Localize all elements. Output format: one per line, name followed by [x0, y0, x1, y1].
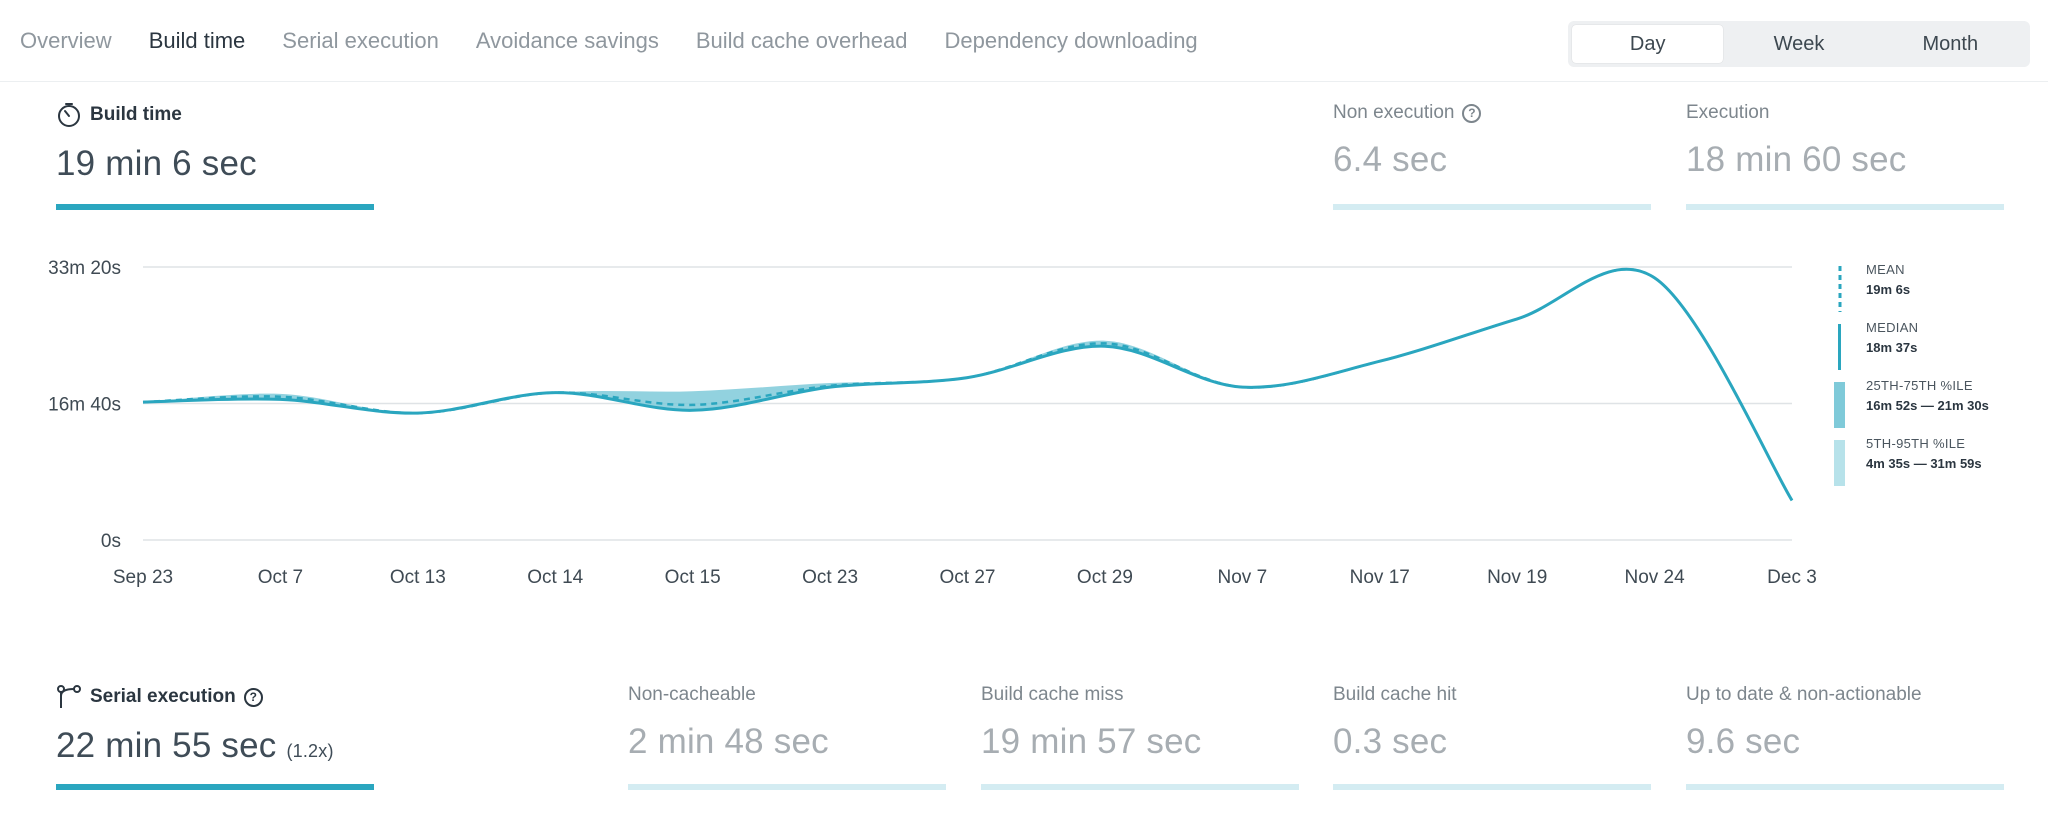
x-tick-label: Nov 7	[1218, 567, 1268, 588]
cache-miss-label: Build cache miss	[981, 684, 1124, 705]
cache-miss-metric[interactable]: Build cache miss 19 min 57 sec	[981, 684, 1299, 790]
period-week-button[interactable]: Week	[1773, 32, 1825, 55]
legend-median-label: MEDIAN	[1866, 320, 1919, 335]
help-icon[interactable]: ?	[243, 687, 263, 707]
x-tick-label: Nov 17	[1350, 567, 1410, 588]
legend-p5-95: 5TH-95TH %ILE 4m 35s — 31m 59s	[1834, 436, 1989, 494]
legend-mean-value: 19m 6s	[1866, 282, 1911, 297]
tab-serial-execution[interactable]: Serial execution	[282, 28, 439, 53]
cache-miss-underline	[981, 784, 1299, 790]
mean-swatch	[1838, 266, 1842, 312]
non-execution-underline	[1333, 204, 1651, 210]
x-tick-label: Oct 15	[665, 567, 721, 588]
build-time-underline	[56, 204, 374, 210]
iqr-swatch	[1834, 382, 1845, 428]
x-tick-label: Oct 27	[940, 567, 996, 588]
execution-label: Execution	[1686, 102, 1770, 123]
serial-execution-metric[interactable]: Serial execution ? 22 min 55 sec (1.2x)	[56, 684, 374, 790]
legend-mean-label: MEAN	[1866, 262, 1905, 277]
non-cacheable-value: 2 min 48 sec	[628, 722, 829, 761]
help-icon[interactable]: ?	[1462, 103, 1482, 123]
serial-execution-label: Serial execution	[90, 686, 236, 707]
x-tick-label: Dec 3	[1767, 567, 1817, 588]
tab-dependency-downloading[interactable]: Dependency downloading	[944, 28, 1198, 53]
serial-execution-multiplier: (1.2x)	[286, 741, 334, 761]
tab-build-cache-overhead[interactable]: Build cache overhead	[695, 28, 908, 53]
x-tick-label: Oct 29	[1077, 567, 1133, 588]
cache-hit-metric[interactable]: Build cache hit 0.3 sec	[1333, 684, 1651, 790]
up-to-date-metric[interactable]: Up to date & non-actionable 9.6 sec	[1686, 684, 2004, 790]
legend-median: MEDIAN 18m 37s	[1838, 320, 1989, 378]
non-cacheable-underline	[628, 784, 946, 790]
tab-overview[interactable]: Overview	[20, 28, 112, 53]
legend-median-value: 18m 37s	[1866, 340, 1918, 355]
up-to-date-underline	[1686, 784, 2004, 790]
data-points	[142, 277, 1793, 501]
x-tick-label: Oct 7	[258, 567, 303, 588]
x-tick-label: Oct 14	[527, 567, 583, 588]
execution-underline	[1686, 204, 2004, 210]
chart-grid	[143, 266, 1792, 541]
build-time-value: 19 min 6 sec	[56, 144, 257, 183]
top-bar: Overview Build time Serial execution Avo…	[0, 0, 2048, 82]
y-tick-label: 33m 20s	[48, 258, 121, 279]
non-execution-value: 6.4 sec	[1333, 140, 1448, 179]
non-execution-metric[interactable]: Non execution ? 6.4 sec	[1333, 102, 1651, 210]
dashboard-tabs: Overview Build time Serial execution Avo…	[20, 28, 1198, 54]
build-time-metric[interactable]: Build time 19 min 6 sec	[56, 102, 374, 210]
stopwatch-icon	[56, 102, 82, 128]
non-cacheable-metric[interactable]: Non-cacheable 2 min 48 sec	[628, 684, 946, 790]
cache-hit-underline	[1333, 784, 1651, 790]
serial-execution-underline	[56, 784, 374, 790]
branch-icon	[56, 684, 82, 710]
x-tick-label: Sep 23	[113, 567, 173, 588]
legend-iqr-value: 16m 52s — 21m 30s	[1866, 398, 1989, 413]
execution-value: 18 min 60 sec	[1686, 140, 1907, 179]
tab-avoidance-savings[interactable]: Avoidance savings	[475, 28, 659, 53]
tab-build-time[interactable]: Build time	[148, 28, 246, 53]
period-day-button[interactable]: Day	[1572, 25, 1724, 63]
mean-line	[142, 268, 1794, 502]
build-time-chart: 0s 16m 40s 33m 20s Sep 23 Oct 7 Oct 13 Oct 14…	[48, 258, 1817, 588]
y-tick-label: 16m 40s	[48, 395, 121, 416]
period-month-button[interactable]: Month	[1922, 32, 1979, 55]
cache-miss-value: 19 min 57 sec	[981, 722, 1202, 761]
y-axis-labels: 0s 16m 40s 33m 20s	[48, 258, 121, 552]
median-line	[142, 267, 1794, 502]
x-axis-labels: Sep 23 Oct 7 Oct 13 Oct 14 Oct 15 Oct 23 Oct 2…	[113, 567, 1817, 588]
up-to-date-value: 9.6 sec	[1686, 722, 1801, 761]
cache-hit-value: 0.3 sec	[1333, 722, 1448, 761]
legend-iqr: 25TH-75TH %ILE 16m 52s — 21m 30s	[1834, 378, 1989, 436]
x-tick-label: Nov 19	[1487, 567, 1547, 588]
up-to-date-label: Up to date & non-actionable	[1686, 684, 1922, 705]
legend-p5-95-label: 5TH-95TH %ILE	[1866, 436, 1966, 451]
percentile-band	[143, 269, 1792, 501]
execution-metric[interactable]: Execution 18 min 60 sec	[1686, 102, 2004, 210]
serial-execution-value: 22 min 55 sec	[56, 726, 277, 765]
x-tick-label: Oct 23	[802, 567, 858, 588]
legend-mean: MEAN 19m 6s	[1838, 262, 1989, 320]
cache-hit-label: Build cache hit	[1333, 684, 1457, 705]
period-selector: Day Week Month	[1568, 21, 2030, 67]
legend-iqr-label: 25TH-75TH %ILE	[1866, 378, 1973, 393]
x-tick-label: Oct 13	[390, 567, 446, 588]
y-tick-label: 0s	[101, 531, 121, 552]
chart-legend: MEAN 19m 6s MEDIAN 18m 37s 25TH-75TH %IL…	[1834, 262, 1989, 494]
legend-p5-95-value: 4m 35s — 31m 59s	[1866, 456, 1982, 471]
build-time-label: Build time	[90, 104, 182, 125]
non-cacheable-label: Non-cacheable	[628, 684, 756, 705]
p5-95-swatch	[1834, 440, 1845, 486]
x-tick-label: Nov 24	[1624, 567, 1685, 588]
non-execution-label: Non execution	[1333, 102, 1455, 123]
median-swatch	[1838, 324, 1841, 370]
